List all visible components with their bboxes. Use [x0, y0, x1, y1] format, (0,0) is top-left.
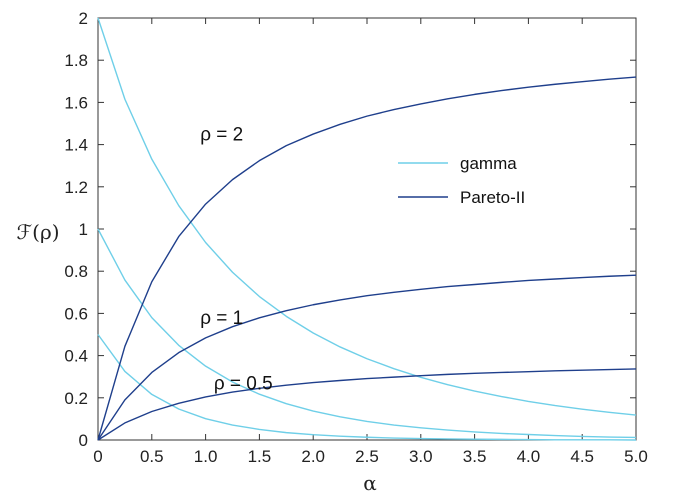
legend: gamma Pareto-II [398, 154, 525, 207]
legend-label-pareto: Pareto-II [460, 188, 525, 207]
x-tick-label: 1.5 [248, 447, 272, 466]
y-axis-label: ℱ(ρ) [16, 220, 59, 244]
x-tick-label: 5.0 [624, 447, 648, 466]
series-line-pareto-ii-rho-0-5 [97, 368, 637, 441]
x-tick-label: 0 [93, 447, 102, 466]
annotation-label: ρ = 1 [200, 308, 243, 329]
annotation-label: ρ = 2 [200, 124, 243, 145]
y-tick-label: 2 [79, 9, 88, 28]
series-lines [97, 17, 637, 441]
x-axis-ticks: 0 0.5 1.0 1.5 2.0 2.5 3.0 3.5 4.0 4.5 5.0 [93, 18, 648, 466]
x-tick-label: 3.5 [463, 447, 487, 466]
x-tick-label: 4.5 [570, 447, 594, 466]
series-line-gamma-rho-2 [97, 17, 637, 416]
y-tick-label: 0.8 [64, 262, 88, 281]
y-tick-label: 0.2 [64, 389, 88, 408]
x-tick-label: 3.0 [409, 447, 433, 466]
x-tick-label: 2.5 [355, 447, 379, 466]
y-tick-label: 0.4 [64, 347, 88, 366]
y-tick-label: 0 [79, 431, 88, 450]
annotations: ρ = 2 ρ = 1 ρ = 0.5 [200, 124, 272, 394]
y-tick-label: 1.8 [64, 51, 88, 70]
y-tick-label: 1 [79, 220, 88, 239]
x-tick-label: 0.5 [140, 447, 164, 466]
y-tick-label: 1.4 [64, 136, 88, 155]
y-tick-label: 1.6 [64, 93, 88, 112]
series-line-gamma-rho-0-5 [97, 334, 637, 441]
x-tick-label: 4.0 [517, 447, 541, 466]
y-tick-label: 0.6 [64, 304, 88, 323]
plot-area [97, 17, 637, 441]
x-axis-label: α [363, 471, 377, 495]
x-tick-label: 2.0 [301, 447, 325, 466]
series-line-pareto-ii-rho-2 [97, 76, 637, 441]
legend-label-gamma: gamma [460, 154, 517, 173]
x-tick-label: 1.0 [194, 447, 218, 466]
y-axis-ticks: 0 0.2 0.4 0.6 0.8 1 1.2 1.4 1.6 1.8 2 [64, 9, 636, 450]
series-line-gamma-rho-1 [97, 228, 637, 439]
annotation-label: ρ = 0.5 [214, 373, 273, 394]
y-tick-label: 1.2 [64, 178, 88, 197]
series-line-pareto-ii-rho-1 [97, 274, 637, 441]
